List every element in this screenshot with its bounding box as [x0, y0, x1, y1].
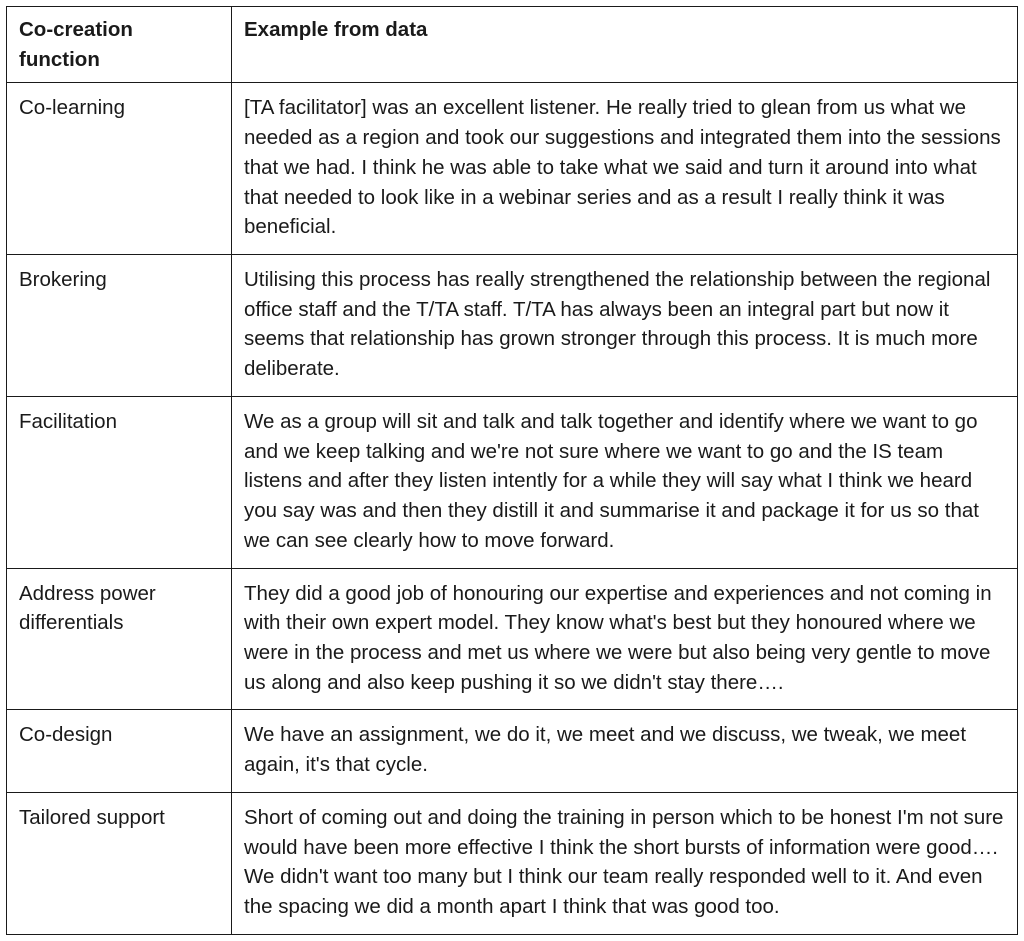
table-row: Tailored support Short of coming out and…	[7, 792, 1018, 934]
cell-example: They did a good job of honouring our exp…	[232, 568, 1018, 710]
cell-example: [TA facilitator] was an excellent listen…	[232, 83, 1018, 255]
table-row: Address power differentials They did a g…	[7, 568, 1018, 710]
cell-example: We as a group will sit and talk and talk…	[232, 396, 1018, 568]
cell-function: Facilitation	[7, 396, 232, 568]
cell-function: Co-learning	[7, 83, 232, 255]
cell-example: We have an assignment, we do it, we meet…	[232, 710, 1018, 792]
cell-function: Tailored support	[7, 792, 232, 934]
table-row: Brokering Utilising this process has rea…	[7, 255, 1018, 397]
table-row: Co-learning [TA facilitator] was an exce…	[7, 83, 1018, 255]
column-header-example: Example from data	[232, 7, 1018, 83]
column-header-function: Co-creation function	[7, 7, 232, 83]
cocreation-table: Co-creation function Example from data C…	[6, 6, 1018, 935]
cell-function: Co-design	[7, 710, 232, 792]
cell-example: Utilising this process has really streng…	[232, 255, 1018, 397]
cell-function: Brokering	[7, 255, 232, 397]
table-header-row: Co-creation function Example from data	[7, 7, 1018, 83]
page-container: Co-creation function Example from data C…	[0, 0, 1024, 941]
table-row: Facilitation We as a group will sit and …	[7, 396, 1018, 568]
cell-example: Short of coming out and doing the traini…	[232, 792, 1018, 934]
cell-function: Address power differentials	[7, 568, 232, 710]
table-row: Co-design We have an assignment, we do i…	[7, 710, 1018, 792]
